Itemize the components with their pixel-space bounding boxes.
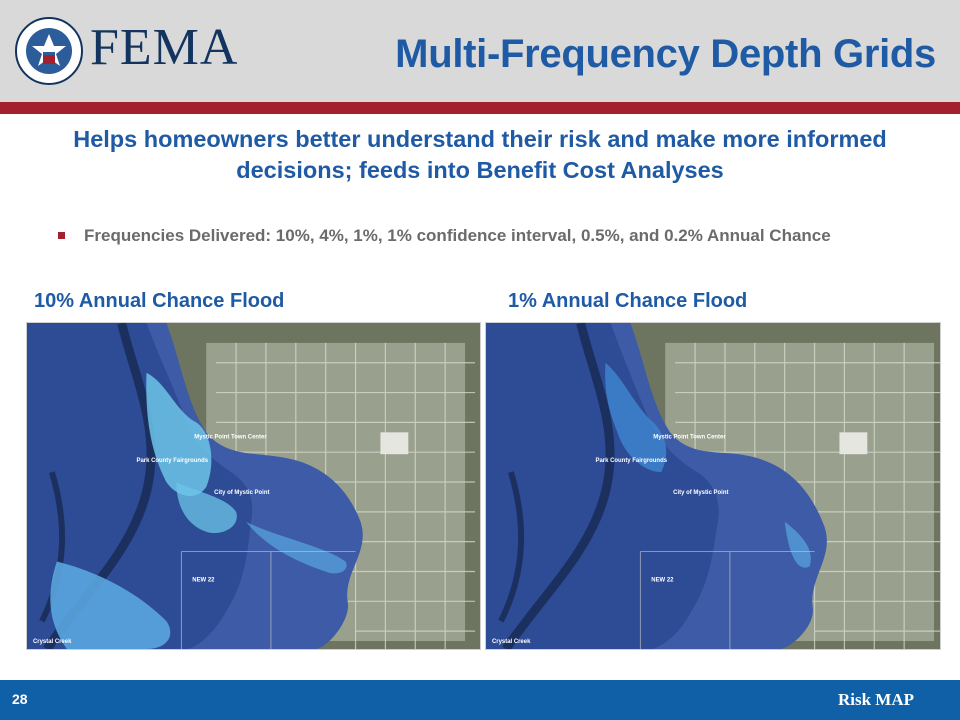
risk-map-brand: Risk MAP — [837, 690, 914, 709]
label-creek: Crystal Creek — [33, 639, 72, 645]
label-town-center: Mystic Point Town Center — [194, 434, 267, 440]
bullet-item: Frequencies Delivered: 10%, 4%, 1%, 1% c… — [84, 226, 831, 245]
page-number: 28 — [12, 691, 28, 707]
label-city: City of Mystic Point — [673, 490, 728, 496]
label-town-center: Mystic Point Town Center — [653, 434, 726, 440]
slide-header: FEMA Multi-Frequency Depth Grids — [0, 0, 960, 102]
map-caption-10pct: 10% Annual Chance Flood — [34, 290, 285, 312]
label-section: NEW 22 — [192, 577, 215, 583]
map-caption-1pct: 1% Annual Chance Flood — [508, 290, 748, 312]
label-section: NEW 22 — [651, 577, 674, 583]
flood-map-10pct: City of Mystic Point Park County Fairgro… — [26, 322, 481, 650]
flood-map-1pct: City of Mystic Point Park County Fairgro… — [485, 322, 941, 650]
label-creek: Crystal Creek — [492, 639, 531, 645]
label-fairgrounds: Park County Fairgrounds — [137, 458, 209, 464]
label-city: City of Mystic Point — [214, 490, 269, 496]
dhs-seal-icon — [15, 17, 83, 85]
label-fairgrounds: Park County Fairgrounds — [596, 458, 668, 464]
slide-footer: 28 Risk MAP — [0, 680, 960, 720]
page-title: Multi-Frequency Depth Grids — [395, 32, 936, 76]
square-bullet-icon — [58, 232, 65, 239]
lead-statement: Helps homeowners better understand their… — [73, 126, 887, 183]
fema-wordmark: FEMA — [90, 19, 239, 76]
header-divider — [0, 102, 960, 114]
